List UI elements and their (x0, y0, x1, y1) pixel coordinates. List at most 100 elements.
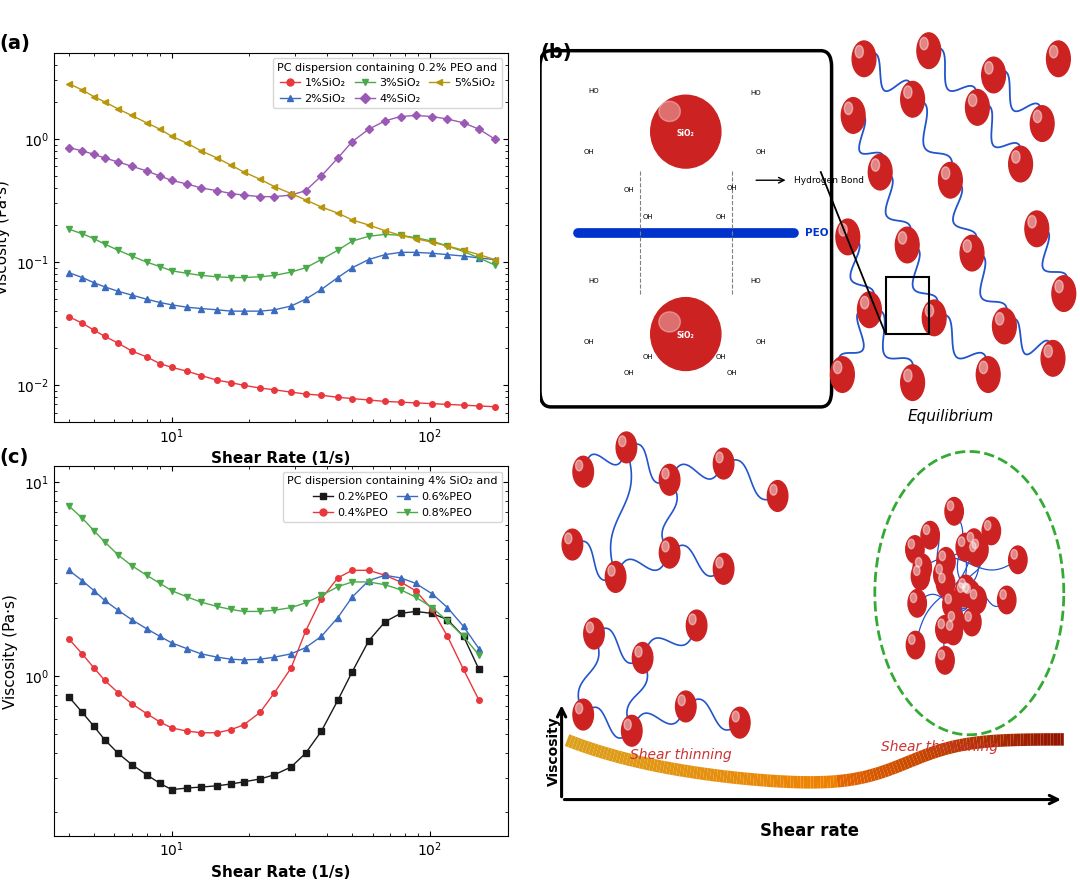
X-axis label: Shear Rate (1/s): Shear Rate (1/s) (211, 451, 351, 466)
Circle shape (964, 583, 971, 593)
Y-axis label: Viscosity (Pa·s): Viscosity (Pa·s) (0, 180, 11, 295)
Circle shape (972, 539, 978, 549)
Circle shape (1055, 280, 1063, 293)
Circle shape (1009, 146, 1032, 182)
Circle shape (895, 227, 919, 263)
Circle shape (946, 608, 964, 635)
Circle shape (716, 452, 724, 463)
Circle shape (608, 565, 616, 576)
Text: (c): (c) (0, 448, 29, 467)
Text: OH: OH (643, 214, 653, 220)
Circle shape (583, 619, 605, 649)
Circle shape (970, 536, 988, 563)
Circle shape (573, 457, 594, 487)
Text: Shear thinning: Shear thinning (630, 748, 731, 762)
Circle shape (908, 590, 927, 617)
Circle shape (605, 561, 626, 592)
Circle shape (1034, 110, 1041, 122)
Circle shape (961, 580, 980, 608)
Circle shape (1009, 546, 1027, 574)
Circle shape (852, 41, 876, 77)
Circle shape (960, 579, 978, 607)
Circle shape (958, 537, 964, 546)
Circle shape (963, 239, 971, 253)
Text: OH: OH (716, 214, 726, 220)
Circle shape (985, 521, 990, 531)
Circle shape (964, 529, 983, 556)
Circle shape (767, 480, 788, 511)
Circle shape (947, 501, 954, 510)
Circle shape (955, 579, 973, 607)
Ellipse shape (650, 297, 721, 370)
Circle shape (906, 536, 924, 563)
Circle shape (662, 541, 670, 552)
Circle shape (678, 695, 686, 706)
Y-axis label: Viscosity (Pa·s): Viscosity (Pa·s) (3, 594, 18, 708)
Text: OH: OH (643, 354, 653, 360)
Circle shape (962, 608, 981, 635)
Circle shape (576, 460, 583, 471)
Circle shape (901, 365, 924, 400)
Circle shape (586, 622, 594, 633)
Circle shape (916, 558, 922, 567)
Circle shape (996, 312, 1003, 325)
Text: Equilibrium: Equilibrium (907, 409, 994, 424)
Circle shape (943, 590, 961, 618)
Circle shape (917, 33, 941, 69)
Circle shape (1044, 345, 1052, 357)
Circle shape (1012, 150, 1020, 163)
Circle shape (868, 154, 892, 190)
Ellipse shape (659, 101, 680, 121)
Circle shape (659, 465, 680, 495)
Circle shape (912, 562, 930, 590)
Circle shape (861, 297, 868, 309)
Text: OH: OH (624, 187, 634, 193)
Text: OH: OH (716, 354, 726, 360)
Circle shape (936, 564, 943, 574)
Circle shape (1047, 41, 1070, 77)
Text: OH: OH (583, 149, 594, 155)
Circle shape (985, 62, 993, 74)
Circle shape (913, 554, 931, 582)
Circle shape (923, 524, 930, 534)
Circle shape (960, 235, 984, 271)
Circle shape (998, 586, 1016, 613)
Circle shape (659, 538, 680, 568)
Circle shape (899, 231, 906, 244)
Text: OH: OH (583, 339, 594, 345)
Circle shape (1025, 211, 1049, 246)
Circle shape (565, 533, 572, 544)
Circle shape (906, 631, 924, 659)
Circle shape (904, 86, 912, 99)
FancyBboxPatch shape (540, 51, 832, 407)
Circle shape (714, 448, 734, 479)
Circle shape (936, 547, 955, 576)
Circle shape (976, 356, 1000, 392)
Text: SiO₂: SiO₂ (677, 128, 694, 138)
Text: Shear rate: Shear rate (760, 822, 860, 840)
Circle shape (1041, 341, 1065, 376)
Circle shape (970, 542, 976, 552)
Circle shape (732, 711, 740, 722)
Text: HO: HO (589, 88, 599, 94)
Text: HO: HO (589, 278, 599, 284)
Circle shape (914, 566, 920, 576)
Circle shape (1052, 275, 1076, 312)
Circle shape (968, 532, 973, 542)
Circle shape (662, 468, 670, 479)
Circle shape (980, 361, 987, 374)
Circle shape (939, 619, 944, 628)
Circle shape (939, 163, 962, 198)
Circle shape (624, 719, 632, 730)
Text: Hydrogen Bond: Hydrogen Bond (794, 176, 864, 185)
Circle shape (921, 522, 940, 549)
Text: OH: OH (624, 370, 634, 376)
Circle shape (962, 583, 969, 592)
Circle shape (872, 158, 879, 172)
Text: OH: OH (727, 186, 737, 191)
Circle shape (993, 308, 1016, 344)
Circle shape (908, 634, 915, 644)
Circle shape (562, 529, 583, 560)
Circle shape (635, 646, 643, 657)
Circle shape (942, 167, 949, 180)
